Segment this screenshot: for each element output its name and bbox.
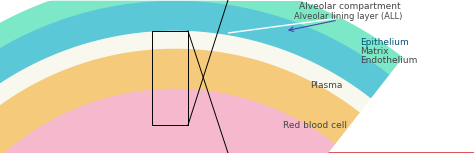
Text: Matrix: Matrix	[360, 47, 389, 56]
Polygon shape	[0, 88, 335, 153]
Polygon shape	[228, 0, 474, 153]
Polygon shape	[0, 0, 389, 153]
Text: Epithelium: Epithelium	[360, 37, 409, 47]
Polygon shape	[0, 0, 228, 153]
Polygon shape	[0, 48, 360, 153]
Polygon shape	[89, 58, 130, 91]
Ellipse shape	[51, 34, 165, 124]
Ellipse shape	[62, 42, 154, 116]
Text: Alveolar compartment: Alveolar compartment	[299, 2, 401, 11]
Ellipse shape	[74, 52, 142, 106]
Ellipse shape	[55, 37, 161, 121]
Polygon shape	[0, 30, 371, 153]
Polygon shape	[0, 0, 403, 153]
Text: Endothelium: Endothelium	[360, 56, 418, 65]
Text: Red blood cell: Red blood cell	[283, 121, 347, 129]
Text: Plasma: Plasma	[310, 80, 342, 90]
Polygon shape	[228, 0, 474, 33]
Ellipse shape	[42, 26, 174, 132]
Ellipse shape	[36, 21, 180, 137]
Ellipse shape	[47, 30, 169, 128]
Text: Alveolar lining layer (ALL): Alveolar lining layer (ALL)	[294, 12, 402, 21]
